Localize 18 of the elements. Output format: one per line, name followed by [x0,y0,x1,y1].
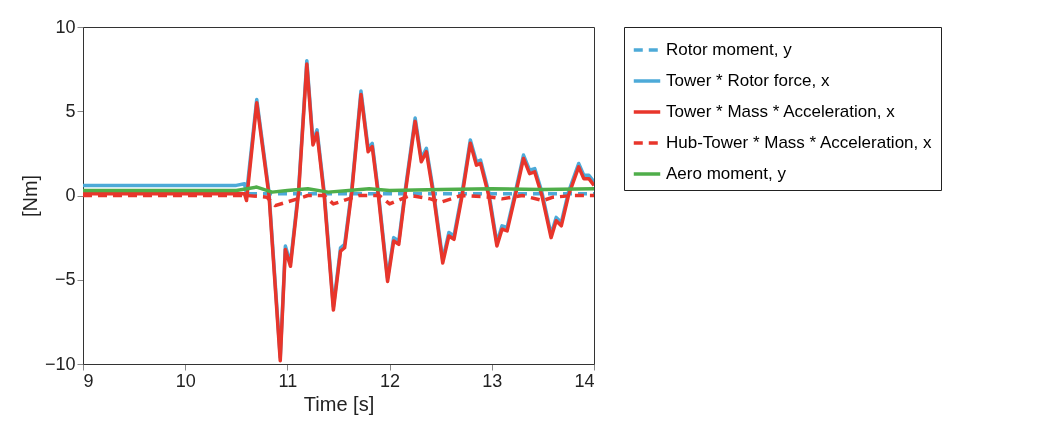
x-tick-label: 11 [278,370,298,391]
legend-label: Rotor moment, y [666,40,793,59]
legend-label: Tower * Mass * Acceleration, x [666,102,896,121]
x-tick-label: 14 [574,370,595,391]
y-tick-label: 10 [55,16,76,37]
y-axis-title: [Nm] [18,174,41,218]
legend-label: Hub-Tower * Mass * Acceleration, x [666,133,932,152]
x-tick-label: 10 [175,370,196,391]
x-tick-label: 9 [83,370,94,391]
x-axis-title: Time [s] [303,392,375,415]
y-tick-label: −10 [44,353,76,374]
y-tick-label: −5 [54,269,76,290]
x-tick-label: 12 [380,370,401,391]
y-tick-label: 0 [65,185,76,205]
legend-label: Aero moment, y [666,164,787,183]
x-tick-label: 13 [482,370,503,391]
y-tick-label: 5 [65,100,76,121]
legend-label: Tower * Rotor force, x [666,71,830,90]
